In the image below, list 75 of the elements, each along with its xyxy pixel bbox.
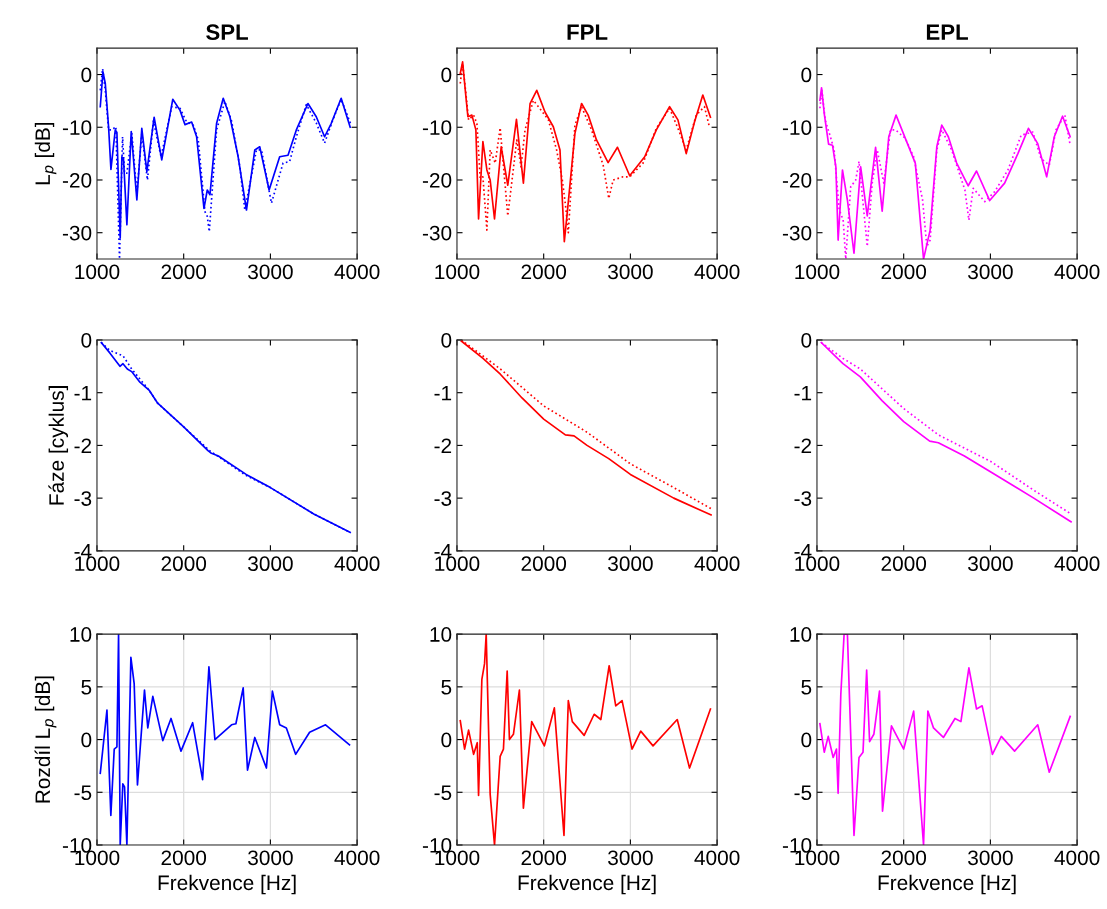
y-tick-label: -10 <box>782 120 812 136</box>
x-axis-title: Frekvence [Hz] <box>518 874 656 895</box>
x-tick-label: 1000 <box>435 264 480 280</box>
x-tick-label: 4000 <box>694 850 740 866</box>
x-tick-label: 4000 <box>334 850 380 866</box>
x-tick-label: 3000 <box>968 264 1013 280</box>
y-tick-label: 0 <box>801 732 812 748</box>
x-tick-label: 2000 <box>521 556 567 572</box>
y-tick-label: 10 <box>70 627 92 642</box>
x-tick-label: 4000 <box>1054 556 1100 572</box>
x-tick-label: 2000 <box>521 264 567 280</box>
y-tick-label: 0 <box>81 332 92 348</box>
y-tick-label: -2 <box>74 438 92 453</box>
y-tick-label: -3 <box>74 491 92 506</box>
chart-title: EPL <box>926 24 968 40</box>
y-tick-label: -1 <box>434 385 452 401</box>
y-tick-label: -20 <box>782 172 812 188</box>
x-tick-label: 4000 <box>694 264 740 280</box>
x-tick-label: 4000 <box>1054 850 1100 866</box>
x-tick-label: 3000 <box>608 264 653 280</box>
y-tick-label: -5 <box>434 785 452 801</box>
y-tick-label: -20 <box>422 172 452 188</box>
x-axis-title: Frekvence [Hz] <box>158 874 296 895</box>
x-tick-label: 3000 <box>968 850 1013 866</box>
y-tick-label: 5 <box>441 680 452 695</box>
y-tick-label: -5 <box>794 785 812 801</box>
y-tick-label: 10 <box>430 627 452 642</box>
y-tick-label: -2 <box>434 438 452 453</box>
y-tick-label: 5 <box>81 680 92 695</box>
y-tick-label: 10 <box>790 627 812 642</box>
x-tick-label: 4000 <box>1054 264 1100 280</box>
x-tick-label: 2000 <box>161 850 207 866</box>
x-tick-label: 3000 <box>248 556 293 572</box>
y-tick-label: -20 <box>62 172 92 188</box>
x-tick-label: 4000 <box>334 264 380 280</box>
x-tick-label: 2000 <box>161 264 207 280</box>
x-tick-label: 2000 <box>881 264 927 280</box>
chart-title: FPL <box>567 24 608 40</box>
y-tick-label: -3 <box>434 491 452 506</box>
x-tick-label: 1000 <box>795 264 840 280</box>
y-tick-label: 0 <box>801 332 812 348</box>
x-axis-title: Frekvence [Hz] <box>878 874 1016 895</box>
x-tick-label: 3000 <box>608 556 653 572</box>
x-tick-label: 4000 <box>334 556 380 572</box>
y-tick-label: 0 <box>801 67 812 83</box>
x-tick-label: 3000 <box>248 264 293 280</box>
x-tick-label: 3000 <box>608 850 653 866</box>
y-tick-label: -3 <box>794 491 812 506</box>
x-tick-label: 2000 <box>161 556 207 572</box>
y-tick-label: 0 <box>81 67 92 83</box>
y-tick-label: -10 <box>422 120 452 136</box>
y-tick-label: -5 <box>74 785 92 801</box>
y-tick-label: 0 <box>441 332 452 348</box>
y-tick-label: 5 <box>801 680 812 695</box>
x-tick-label: 2000 <box>881 850 927 866</box>
y-axis-title: L$_{p}$ [dB] <box>34 122 57 185</box>
y-tick-label: -30 <box>62 225 92 241</box>
x-tick-label: 2000 <box>521 850 567 866</box>
x-tick-label: 3000 <box>968 556 1013 572</box>
x-tick-label: 2000 <box>881 556 927 572</box>
y-tick-label: -30 <box>782 225 812 241</box>
x-tick-label: 1000 <box>75 264 120 280</box>
chart-title: SPL <box>206 24 248 41</box>
y-tick-label: 0 <box>441 732 452 748</box>
y-tick-label: -10 <box>62 120 92 136</box>
x-tick-label: 3000 <box>248 850 293 866</box>
y-tick-label: -30 <box>422 225 452 241</box>
y-axis-title: Fáze [cyklus] <box>48 386 69 505</box>
y-axis-title: Rozdíl L$_{p}$ [dB] <box>34 676 57 803</box>
y-tick-label: 0 <box>441 67 452 83</box>
x-tick-label: 4000 <box>694 556 740 572</box>
y-tick-label: -1 <box>794 385 812 401</box>
y-tick-label: 0 <box>81 732 92 748</box>
y-tick-label: -2 <box>794 438 812 453</box>
y-tick-label: -1 <box>74 385 92 401</box>
